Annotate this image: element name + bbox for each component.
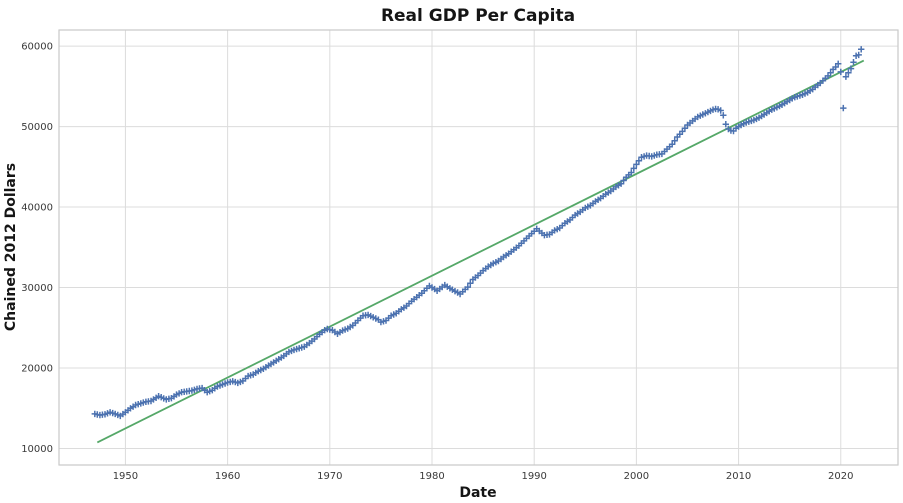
x-tick-label-1990: 1990	[521, 471, 546, 482]
y-axis-label: Chained 2012 Dollars	[3, 163, 19, 331]
x-tick-label-2010: 2010	[726, 471, 751, 482]
gridlines	[59, 30, 898, 465]
y-tick-label-30000: 30000	[21, 283, 53, 294]
trend-line	[96, 59, 865, 444]
y-tick-label-50000: 50000	[21, 122, 53, 133]
y-tick-label-40000: 40000	[21, 203, 53, 214]
chart-title: Real GDP Per Capita	[381, 6, 575, 26]
x-tick-label-1950: 1950	[113, 471, 138, 482]
x-axis-tick-labels: 1950 1960 1970 1980 1990 2000 2010 2020	[113, 471, 854, 482]
scatter-points-path	[91, 46, 865, 420]
x-axis-label: Date	[459, 485, 496, 501]
x-tick-label-2000: 2000	[624, 471, 649, 482]
y-axis-tick-labels: 10000 20000 30000 40000 50000 60000	[21, 42, 53, 455]
x-tick-label-2020: 2020	[828, 471, 853, 482]
plot-border	[58, 29, 899, 466]
trend-line-layer	[96, 59, 865, 444]
x-tick-label-1970: 1970	[317, 471, 342, 482]
x-tick-label-1980: 1980	[419, 471, 444, 482]
scatter-points-layer	[91, 46, 865, 420]
y-tick-label-20000: 20000	[21, 364, 53, 375]
y-tick-label-60000: 60000	[21, 42, 53, 53]
x-tick-label-1960: 1960	[215, 471, 240, 482]
y-tick-label-10000: 10000	[21, 444, 53, 455]
